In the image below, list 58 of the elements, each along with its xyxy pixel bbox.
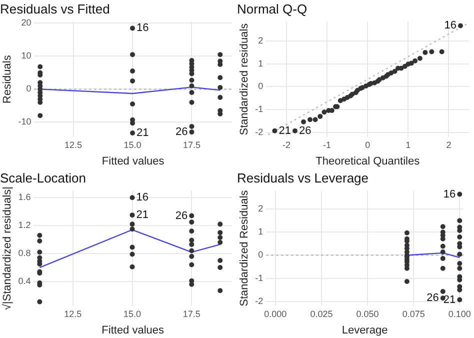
y-tick-label: 2 — [258, 36, 264, 46]
y-tick-label: 1 — [258, 58, 264, 68]
annotation: 16 — [136, 22, 149, 34]
annotation: 21 — [278, 124, 291, 137]
y-tick-label: 20 — [21, 18, 32, 28]
x-tick-label: 15.0 — [123, 308, 142, 319]
annotation: 16 — [136, 192, 149, 204]
annotation: 26 — [175, 126, 188, 138]
y-axis-title: Standardized Residuals — [238, 190, 251, 306]
x-axis-title: Theoretical Quantiles — [316, 155, 420, 168]
x-tick-label: 15.0 — [124, 140, 142, 150]
chart-title: Normal Q-Q — [237, 1, 308, 16]
y-axis-title: √|Standardized residuals| — [2, 186, 14, 310]
x-tick-label: -2 — [282, 140, 290, 150]
chart-title: Residuals vs Fitted — [0, 1, 110, 16]
x-tick-label: 17.5 — [182, 140, 200, 150]
annotation: 21 — [136, 209, 149, 222]
x-tick-label: 17.5 — [182, 308, 200, 319]
y-tick-label: 0 — [258, 81, 264, 92]
y-tick-label: 1 — [258, 226, 264, 237]
x-tick-label: 0.000 — [264, 308, 287, 319]
chart-title: Scale-Location — [0, 170, 86, 186]
annotation: 16 — [443, 188, 456, 200]
x-tick-label: -1 — [323, 140, 332, 150]
y-tick-label: 0 — [258, 250, 264, 260]
annotation: 26 — [299, 124, 312, 137]
x-axis-title: Fitted values — [102, 155, 165, 168]
y-tick-label: -1 — [255, 272, 264, 283]
x-axis-title: Fitted values — [102, 324, 165, 336]
x-axis-title: Leverage — [342, 324, 388, 336]
y-tick-label: -2 — [255, 296, 264, 306]
y-tick-label: 0 — [26, 84, 32, 94]
y-tick-label: 1.6 — [18, 192, 31, 202]
x-tick-label: 2 — [446, 140, 452, 150]
x-tick-label: 0 — [365, 140, 370, 150]
x-tick-label: 0.050 — [356, 308, 379, 319]
y-tick-label: 1.2 — [18, 220, 31, 230]
x-tick-label: 12.5 — [64, 308, 82, 319]
y-tick-label: 0.4 — [18, 276, 31, 286]
annotation: 26 — [175, 210, 188, 222]
y-tick-label: -2 — [255, 126, 264, 137]
y-axis-title: Residuals — [2, 54, 14, 104]
y-tick-label: 2 — [258, 204, 264, 214]
y-tick-label: 10 — [21, 50, 32, 61]
annotation: 16 — [444, 20, 456, 32]
x-tick-label: 0.025 — [310, 308, 333, 319]
y-axis-title: Standardized residuals — [238, 22, 251, 136]
x-tick-label: 0.100 — [448, 308, 471, 319]
x-tick-label: 0.075 — [402, 308, 425, 319]
chart-title: Residuals vs Leverage — [237, 170, 369, 186]
annotation: 21 — [443, 294, 456, 306]
y-tick-label: 0.8 — [18, 248, 31, 258]
annotation: 21 — [136, 127, 149, 140]
y-tick-label: -1 — [255, 104, 264, 114]
y-tick-label: -10 — [18, 116, 32, 127]
x-tick-label: 1 — [406, 140, 411, 150]
annotation: 26 — [426, 292, 439, 304]
x-tick-label: 12.5 — [64, 140, 82, 150]
